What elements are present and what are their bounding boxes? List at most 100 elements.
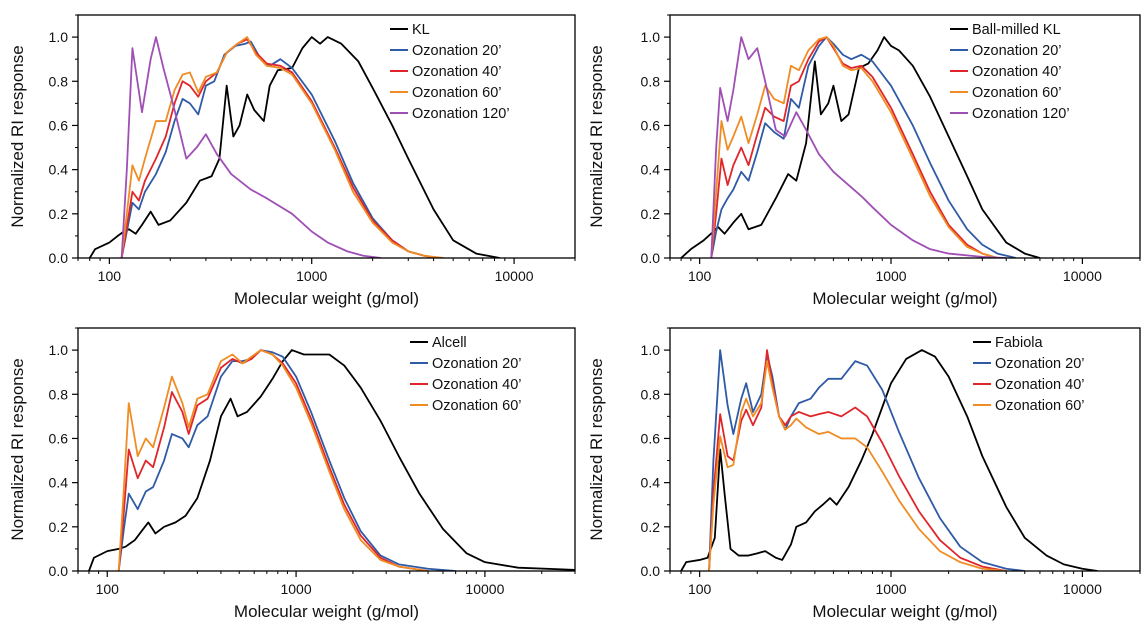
x-tick-label: 10000 [1063, 581, 1102, 597]
y-axis-title: Normalized RI response [587, 358, 606, 540]
x-tick-label: 100 [98, 268, 122, 284]
x-tick-label: 10000 [495, 268, 534, 284]
legend: Fabiola Ozonation 20’ Ozonation 40’ Ozonati… [973, 335, 1084, 414]
x-axis-title: Molecular weight (g/mol) [234, 289, 419, 308]
x-axis-title: Molecular weight (g/mol) [812, 602, 997, 621]
y-tick-label: 0.2 [49, 519, 69, 535]
x-tick-label: 1000 [875, 268, 906, 284]
series-line-3 [708, 360, 1007, 571]
y-tick-label: 0.4 [49, 475, 69, 491]
legend-label: Ozonation 60’ [412, 85, 501, 101]
y-tick-label: 1.0 [49, 342, 69, 358]
legend-label: Ozonation 40’ [412, 64, 501, 80]
x-tick-label: 100 [688, 581, 712, 597]
y-tick-label: 0.4 [49, 162, 69, 178]
chart-svg-0: 0.0 0.2 0.4 0.6 0.8 1.0 100 1000 10000 Molecular … [8, 14, 576, 308]
y-tick-label: 0.4 [641, 162, 661, 178]
y-tick-label: 0.6 [641, 117, 661, 133]
y-tick-label: 0.8 [49, 386, 69, 402]
series-line-4 [120, 36, 382, 258]
series-line-3 [710, 36, 998, 258]
legend-label: Ozonation 40’ [995, 377, 1084, 393]
series-line-2 [708, 349, 1007, 571]
x-tick-label: 10000 [1063, 268, 1102, 284]
legend-label: Ozonation 120’ [972, 106, 1070, 122]
y-tick-label: 0.2 [641, 206, 661, 222]
series-line-1 [117, 349, 456, 571]
y-axis-title: Normalized RI response [8, 45, 27, 227]
series-line-1 [708, 349, 1025, 571]
chart-svg-1: 0.0 0.2 0.4 0.6 0.8 1.0 100 1000 10000 Molecular … [587, 14, 1141, 308]
y-tick-label: 0.2 [641, 519, 661, 535]
y-tick-label: 0.6 [49, 430, 69, 446]
y-tick-label: 0.2 [49, 206, 69, 222]
series-line-2 [117, 349, 429, 571]
series-line-1 [120, 40, 438, 258]
y-tick-label: 0.6 [641, 430, 661, 446]
legend-label: Ozonation 60’ [432, 398, 521, 414]
y-tick-label: 1.0 [641, 342, 661, 358]
series-line-2 [710, 36, 998, 258]
y-tick-label: 0.6 [49, 117, 69, 133]
x-tick-label: 100 [688, 268, 712, 284]
x-tick-label: 10000 [465, 581, 504, 597]
y-tick-label: 0.8 [641, 386, 661, 402]
series-line-2 [120, 38, 438, 258]
series-group [680, 349, 1098, 571]
legend-label: KL [412, 22, 430, 38]
chart-panel-bottom-left: 0.0 0.2 0.4 0.6 0.8 1.0 100 1000 10000 Molecular … [0, 313, 580, 627]
legend: Ball-milled KL Ozonation 20’ Ozonation 40’… [950, 22, 1070, 122]
legend-label: Ozonation 20’ [432, 356, 521, 372]
series-line-3 [117, 349, 429, 571]
plot-frame [77, 14, 576, 259]
series-line-0 [88, 36, 500, 258]
chart-panel-top-right: 0.0 0.2 0.4 0.6 0.8 1.0 100 1000 10000 Molecular … [580, 0, 1145, 313]
y-tick-label: 0.8 [641, 73, 661, 89]
legend-label: Ozonation 60’ [972, 85, 1061, 101]
y-tick-label: 0.8 [49, 73, 69, 89]
series-line-0 [88, 349, 575, 571]
y-tick-label: 0.0 [49, 250, 69, 266]
legend-label: Ozonation 40’ [432, 377, 521, 393]
plot-frame [669, 327, 1141, 572]
legend-label: Ozonation 20’ [412, 43, 501, 59]
x-tick-label: 1000 [875, 581, 906, 597]
x-tick-label: 1000 [280, 581, 311, 597]
series-line-3 [120, 36, 445, 258]
legend-label: Fabiola [995, 335, 1043, 351]
x-tick-label: 1000 [296, 268, 327, 284]
chart-svg-2: 0.0 0.2 0.4 0.6 0.8 1.0 100 1000 10000 Molecular … [8, 327, 576, 621]
legend: Alcell Ozonation 20’ Ozonation 40’ Ozonatio… [410, 335, 521, 414]
legend-label: Ozonation 20’ [972, 43, 1061, 59]
y-tick-label: 0.0 [641, 250, 661, 266]
chart-panel-bottom-right: 0.0 0.2 0.4 0.6 0.8 1.0 100 1000 10000 Molecular … [580, 313, 1145, 627]
legend-label: Alcell [432, 335, 467, 351]
series-line-4 [710, 36, 1007, 258]
x-tick-label: 100 [96, 581, 120, 597]
series-line-0 [680, 36, 1041, 258]
y-tick-label: 1.0 [49, 29, 69, 45]
series-line-0 [680, 349, 1098, 571]
y-tick-label: 0.0 [641, 563, 661, 579]
plot-frame [77, 327, 576, 572]
x-axis-title: Molecular weight (g/mol) [234, 602, 419, 621]
legend-label: Ozonation 60’ [995, 398, 1084, 414]
legend-label: Ozonation 120’ [412, 106, 510, 122]
legend: KL Ozonation 20’ Ozonation 40’ Ozonation 60… [390, 22, 510, 122]
series-group [680, 36, 1041, 258]
chart-panel-top-left: 0.0 0.2 0.4 0.6 0.8 1.0 100 1000 10000 Molecular … [0, 0, 580, 313]
y-tick-label: 1.0 [641, 29, 661, 45]
legend-label: Ball-milled KL [972, 22, 1061, 38]
y-axis-title: Normalized RI response [587, 45, 606, 227]
series-line-1 [710, 36, 1017, 258]
y-axis-title: Normalized RI response [8, 358, 27, 540]
series-group [88, 36, 500, 258]
y-tick-label: 0.0 [49, 563, 69, 579]
legend-label: Ozonation 20’ [995, 356, 1084, 372]
chart-svg-3: 0.0 0.2 0.4 0.6 0.8 1.0 100 1000 10000 Molecular … [587, 327, 1141, 621]
x-axis-title: Molecular weight (g/mol) [812, 289, 997, 308]
plot-frame [669, 14, 1141, 259]
y-tick-label: 0.4 [641, 475, 661, 491]
legend-label: Ozonation 40’ [972, 64, 1061, 80]
series-group [88, 349, 575, 571]
